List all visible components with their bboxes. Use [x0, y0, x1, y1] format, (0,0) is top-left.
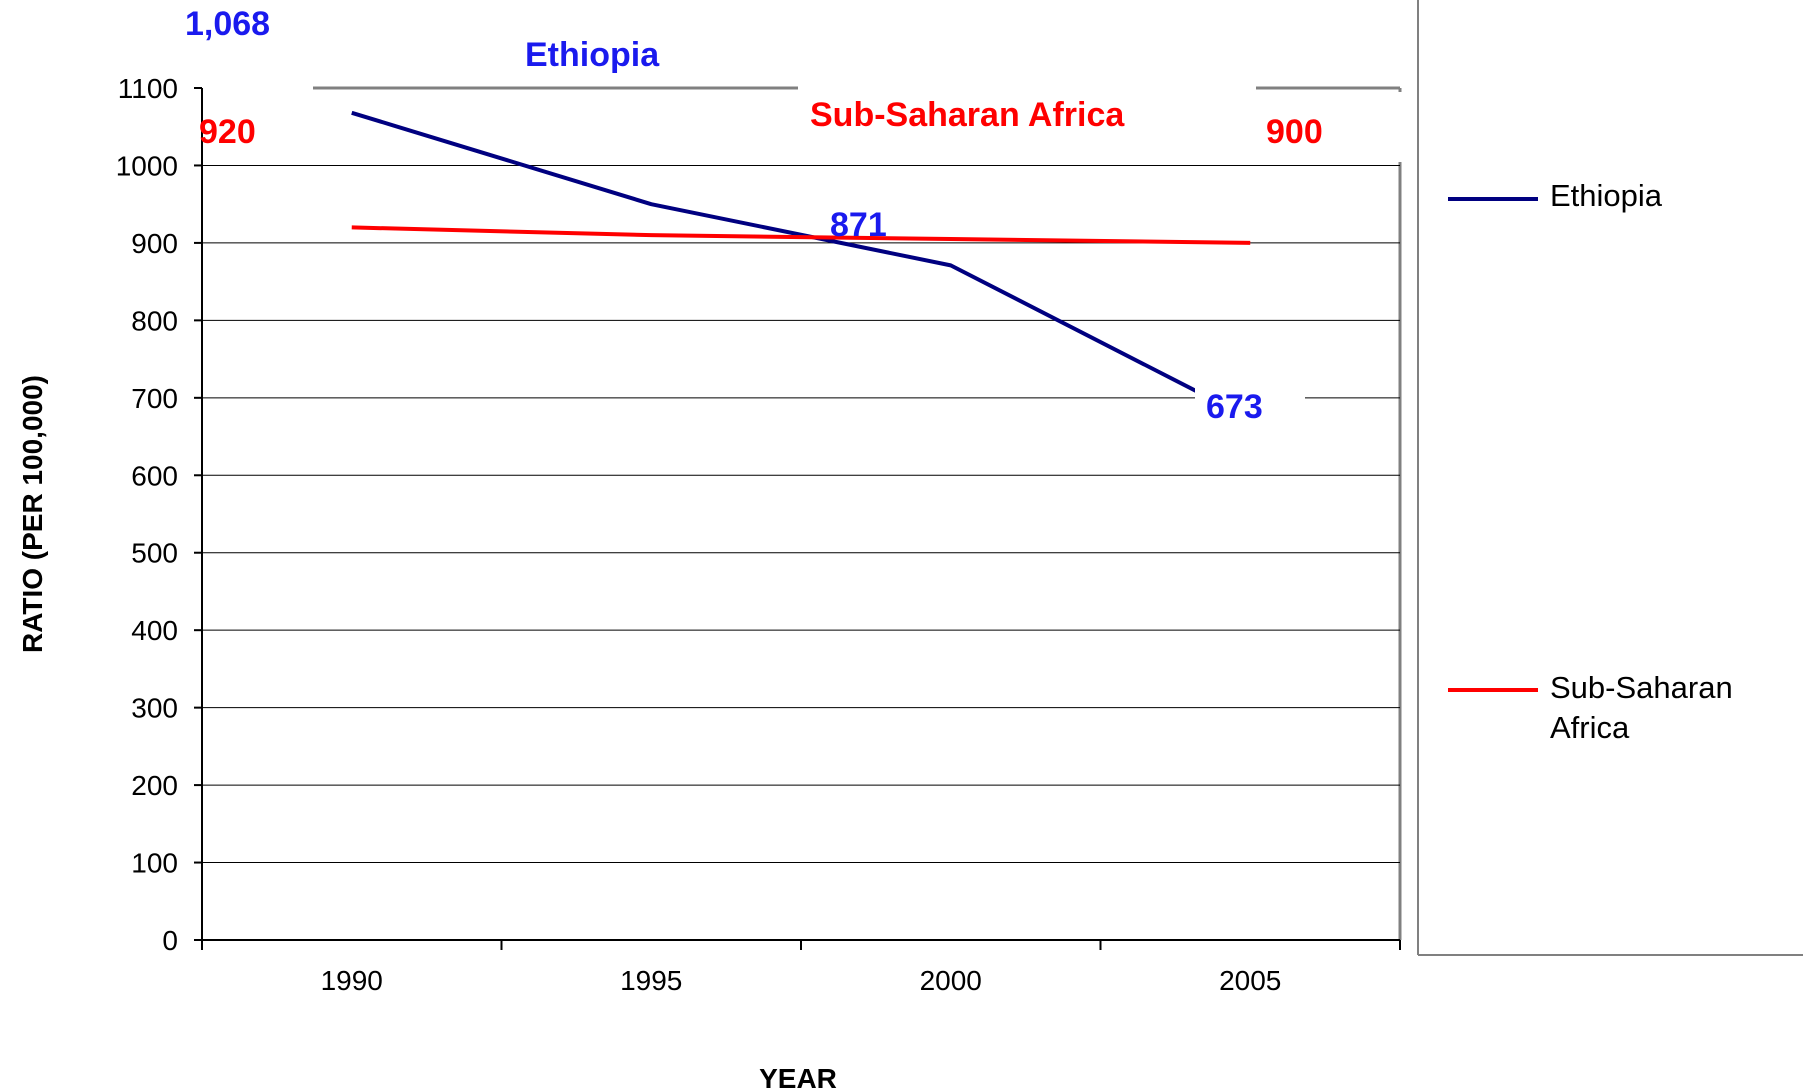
y-tick-label: 500 — [131, 538, 178, 569]
y-tick-label: 1000 — [116, 150, 178, 181]
legend-label-ssa: Sub-Saharan Africa — [1550, 670, 1741, 745]
annotation-ethiopia-2000: 871 — [830, 206, 887, 244]
y-tick-label: 300 — [131, 693, 178, 724]
legend-label-ssa-line1: Sub-Saharan — [1550, 670, 1733, 705]
y-tick-label: 400 — [131, 615, 178, 646]
legend: Ethiopia Sub-Saharan Africa — [1417, 0, 1803, 956]
legend-label-ethiopia: Ethiopia — [1550, 178, 1663, 213]
annotation-ethiopia-2005: 673 — [1206, 388, 1263, 426]
x-tick-label: 2000 — [920, 965, 982, 996]
series-line-sub-saharan-africa — [351, 225, 1251, 245]
y-tick-label: 200 — [131, 770, 178, 801]
plot-area: 0 100 200 300 400 500 600 700 800 900 1000 1100 199… — [116, 73, 1402, 996]
y-tick-labels: 0 100 200 300 400 500 600 700 800 900 1000 1100 — [116, 73, 178, 956]
x-tick-labels: 1990 1995 2000 2005 — [321, 965, 1282, 996]
y-axis-title: RATIO (PER 100,000) — [17, 375, 48, 653]
annotation-ssa-title: Sub-Saharan Africa — [810, 96, 1125, 134]
x-tick-label: 1995 — [620, 965, 682, 996]
y-tick-label: 800 — [131, 305, 178, 336]
annotation-mask-673 — [1195, 380, 1305, 430]
x-tick-label: 1990 — [321, 965, 383, 996]
legend-label-ssa-line2: Africa — [1550, 710, 1630, 745]
annotation-mask-top — [1216, 92, 1416, 162]
y-tick-label: 900 — [131, 228, 178, 259]
x-tick-marks — [201, 940, 1401, 950]
gridlines — [194, 87, 1400, 941]
y-tick-label: 600 — [131, 460, 178, 491]
annotation-ssa-2005: 900 — [1266, 113, 1323, 151]
annotation-ssa-1990: 920 — [199, 113, 256, 151]
annotation-ethiopia-1990: 1,068 — [185, 5, 270, 43]
y-tick-label: 0 — [162, 925, 178, 956]
y-tick-label: 100 — [131, 848, 178, 879]
y-tick-label: 1100 — [118, 73, 178, 104]
y-tick-label: 700 — [131, 383, 178, 414]
x-tick-label: 2005 — [1219, 965, 1281, 996]
x-axis-title: YEAR — [759, 1063, 837, 1092]
series-line-ethiopia — [351, 110, 1252, 421]
annotation-ethiopia-title: Ethiopia — [525, 36, 660, 74]
series-lines — [351, 110, 1252, 421]
